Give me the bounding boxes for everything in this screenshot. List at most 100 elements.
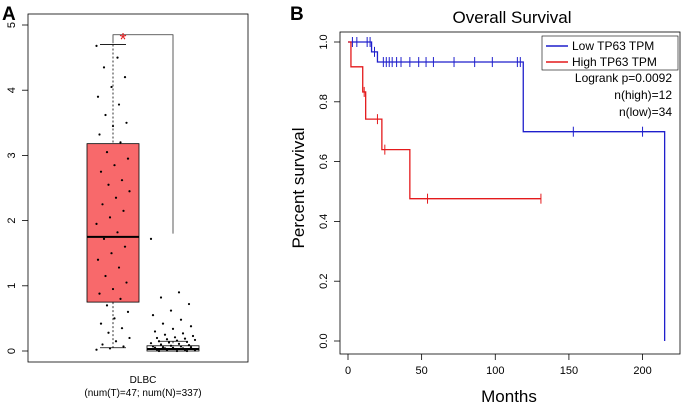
data-point [169, 344, 173, 347]
data-point [191, 334, 195, 338]
data-point [114, 340, 118, 343]
data-point [151, 314, 155, 317]
legend-label-low: Low TP63 TPM [572, 39, 654, 53]
data-point [98, 133, 101, 136]
data-point [151, 345, 155, 348]
category-subtitle: (num(T)=47; num(N)=337) [84, 388, 201, 399]
data-point [123, 245, 127, 248]
data-point [165, 338, 169, 341]
boxplot-frame [27, 13, 249, 363]
survival-title: Overall Survival [452, 8, 571, 27]
data-point [119, 141, 122, 144]
data-point [155, 336, 159, 340]
survival-curves [348, 41, 666, 341]
data-point [149, 237, 153, 240]
data-point [153, 330, 157, 333]
x-tick-label: 200 [633, 365, 651, 377]
data-point [155, 348, 159, 351]
data-point [177, 342, 181, 345]
data-point [149, 342, 153, 345]
data-point [111, 287, 115, 291]
data-point [128, 336, 131, 340]
data-point [117, 103, 121, 106]
data-point [179, 345, 183, 348]
data-point [120, 179, 124, 182]
data-point [95, 348, 98, 351]
boxplot-points [95, 44, 197, 353]
data-point [173, 347, 177, 351]
significance-bracket [112, 34, 174, 234]
data-point [175, 349, 179, 353]
data-point [181, 347, 185, 350]
y-tick-label: 0.0 [318, 333, 330, 348]
data-point [193, 338, 197, 342]
box-tumor [86, 143, 140, 303]
data-point [120, 327, 124, 330]
data-point [171, 327, 175, 330]
data-point [95, 222, 98, 225]
stat-n-low: n(low)=34 [619, 105, 672, 119]
data-point [113, 164, 116, 167]
x-tick-label: 150 [560, 365, 578, 377]
data-point [163, 333, 167, 336]
data-point [183, 348, 187, 351]
boxplot-panel: 0 1 2 3 4 5 * DLBC (num(T)=47; num(N)=337) [6, 13, 249, 399]
data-point [98, 292, 101, 295]
data-point [110, 85, 113, 89]
data-point [126, 310, 130, 313]
x-tick-label: 0 [345, 365, 351, 377]
data-point [163, 347, 167, 350]
data-point [101, 203, 104, 206]
x-axis-title: Months [481, 387, 537, 406]
data-point [191, 347, 195, 351]
y-tick-label: 0 [6, 348, 18, 354]
survival-line-high [348, 41, 541, 200]
data-point [125, 281, 128, 284]
data-point [157, 349, 161, 353]
data-point [119, 297, 122, 300]
data-point [179, 318, 183, 321]
y-tick-label: 3 [6, 152, 18, 158]
boxplot-y-axis: 0 1 2 3 4 5 [6, 22, 28, 354]
legend-box [541, 35, 679, 71]
legend-label-high: High TP63 TPM [572, 55, 657, 69]
data-point [102, 66, 106, 69]
survival-axes: 0 50 100 150 200 0.0 0.2 0.4 0.6 0.8 1.0 [318, 34, 652, 377]
data-point [169, 309, 173, 312]
data-point [122, 209, 125, 212]
data-point [96, 95, 100, 98]
data-point [111, 124, 115, 128]
data-point [104, 274, 107, 278]
data-point [161, 322, 165, 325]
data-point [102, 237, 106, 240]
y-tick-label: 0.4 [318, 214, 330, 229]
data-point [107, 183, 110, 186]
data-point [181, 332, 185, 335]
y-tick-label: 1.0 [318, 34, 330, 49]
category-label: DLBC [130, 375, 157, 386]
data-point [185, 349, 189, 353]
data-point [114, 196, 118, 199]
survival-censor-marks [351, 37, 644, 204]
data-point [113, 317, 116, 320]
y-axis-title: Percent survival [289, 128, 308, 249]
x-tick-label: 100 [486, 365, 504, 377]
data-point [167, 341, 171, 344]
data-point [173, 336, 177, 339]
y-tick-label: 0.2 [318, 274, 330, 289]
stat-logrank: Logrank p=0.0092 [575, 71, 672, 85]
data-point [116, 56, 119, 59]
y-tick-label: 1 [6, 283, 18, 289]
data-point [95, 44, 98, 47]
data-point [125, 121, 128, 124]
data-point [183, 337, 187, 340]
data-point [153, 346, 157, 349]
data-point [189, 325, 193, 328]
data-point [189, 345, 193, 349]
data-point [107, 331, 110, 334]
data-point [126, 157, 130, 160]
data-point [159, 343, 163, 346]
data-point [175, 339, 179, 342]
data-point [193, 349, 197, 352]
